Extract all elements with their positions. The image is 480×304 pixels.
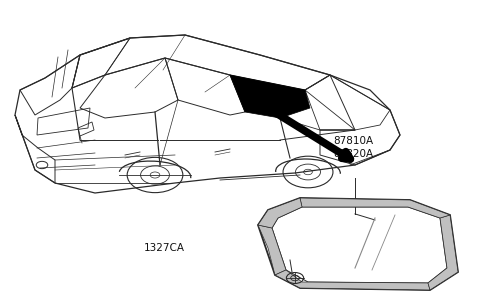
Polygon shape xyxy=(258,225,286,275)
Text: 87820A: 87820A xyxy=(334,149,374,158)
Polygon shape xyxy=(300,198,450,218)
Text: 87810A: 87810A xyxy=(334,136,374,146)
Polygon shape xyxy=(428,215,458,290)
Text: 1327CA: 1327CA xyxy=(144,243,185,253)
FancyArrowPatch shape xyxy=(265,106,350,159)
Polygon shape xyxy=(258,198,302,228)
Polygon shape xyxy=(230,75,310,118)
Polygon shape xyxy=(275,270,430,290)
